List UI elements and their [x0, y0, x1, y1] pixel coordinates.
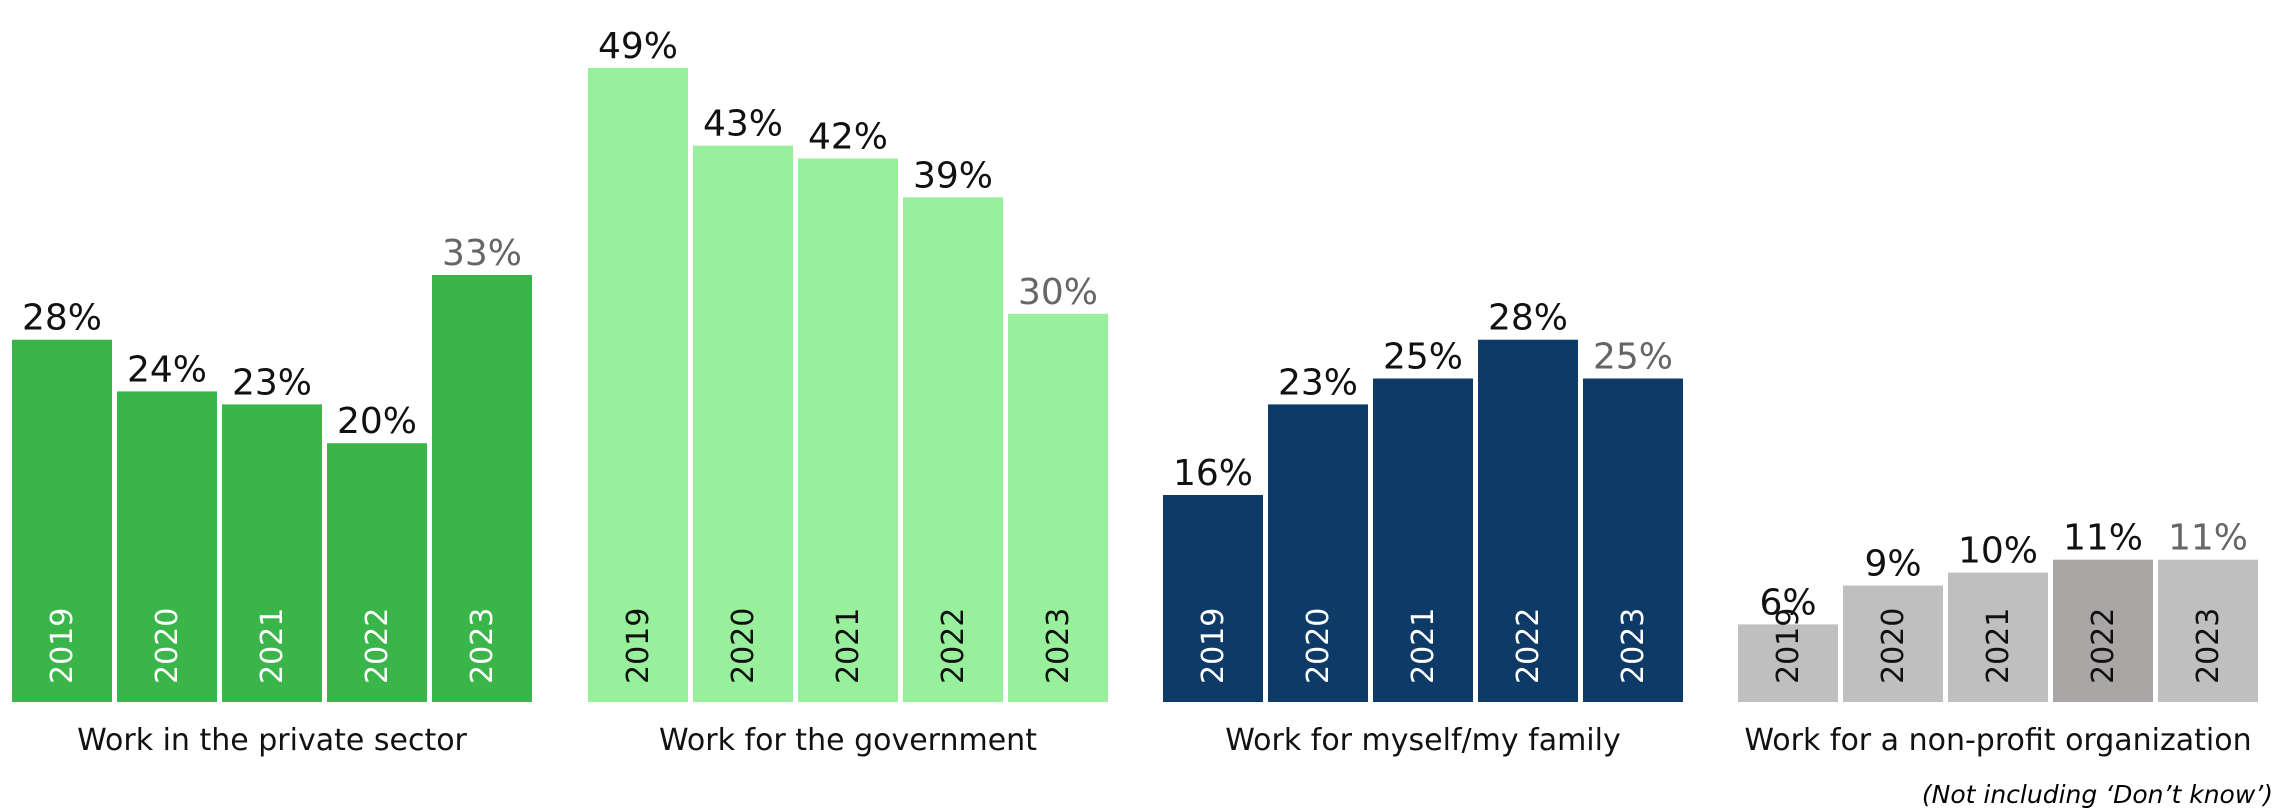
value-label-3-2021: 25% [1383, 337, 1463, 378]
year-label-3-2020: 2020 [1301, 608, 1336, 684]
bar-3-2019 [1163, 495, 1263, 702]
value-label-4-2020: 9% [1864, 544, 1921, 585]
year-label-1-2022: 2022 [360, 608, 395, 684]
value-label-1-2020: 24% [127, 349, 207, 390]
bar-3-2023 [1583, 378, 1683, 702]
value-label-1-2022: 20% [337, 401, 417, 442]
year-label-1-2023: 2023 [465, 608, 500, 684]
bar-1-2022 [327, 443, 427, 702]
value-label-2-2020: 43% [703, 104, 783, 145]
value-label-4-2021: 10% [1958, 531, 2038, 572]
value-label-2-2019: 49% [598, 26, 678, 67]
year-label-3-2019: 2019 [1196, 608, 1231, 684]
value-label-3-2019: 16% [1173, 453, 1253, 494]
value-label-4-2023: 11% [2168, 518, 2248, 559]
bar-4-2022 [2053, 559, 2153, 702]
value-label-2-2021: 42% [808, 117, 888, 158]
bar-2-2019 [588, 67, 688, 702]
value-label-2-2022: 39% [913, 155, 993, 196]
year-label-4-2022: 2022 [2086, 608, 2121, 684]
bar-group-3: 16% 2019 23% 2020 25% 2021 28% 2022 25% 2023 Work … [1163, 298, 1683, 758]
year-label-1-2021: 2021 [255, 608, 290, 684]
bar-4-2023 [2158, 559, 2258, 702]
year-label-2-2021: 2021 [831, 608, 866, 684]
bar-1-2023 [432, 275, 532, 702]
bar-2-2022 [903, 197, 1003, 703]
year-label-4-2020: 2020 [1876, 608, 1911, 684]
bar-2-2023 [1008, 313, 1108, 702]
year-label-3-2022: 2022 [1511, 608, 1546, 684]
bar-2-2020 [693, 145, 793, 703]
year-label-3-2021: 2021 [1406, 608, 1441, 684]
group-label-3: Work for myself/my family [1225, 723, 1620, 758]
year-label-4-2023: 2023 [2191, 608, 2226, 684]
bar-4-2020 [1843, 585, 1943, 702]
bar-1-2020 [117, 391, 217, 702]
year-label-2-2022: 2022 [936, 608, 971, 684]
year-label-2-2023: 2023 [1041, 608, 1076, 684]
footnote: (Not including ‘Don’t know’) [1921, 780, 2273, 809]
bar-group-4: 6%2019 9% 2020 10% 2021 11% 2022 11% 2023 Work fo… [1738, 518, 2258, 758]
value-label-1-2019: 28% [22, 298, 102, 339]
bar-4-2021 [1948, 572, 2048, 702]
value-label-3-2020: 23% [1278, 362, 1358, 403]
value-label-4-2022: 11% [2063, 518, 2143, 559]
group-label-4: Work for a non-profit organization [1744, 723, 2251, 758]
bar-4-2019 [1738, 624, 1838, 702]
year-label-2-2019: 2019 [621, 608, 656, 684]
year-label-3-2023: 2023 [1616, 608, 1651, 684]
value-label-3-2022: 28% [1488, 298, 1568, 339]
year-label-1-2020: 2020 [150, 608, 185, 684]
year-label-4-2021: 2021 [1981, 608, 2016, 684]
year-label-1-2019: 2019 [45, 608, 80, 684]
bar-group-1: 28% 2019 24% 2020 23% 2021 20% 2022 33% 2023 Work … [12, 233, 532, 758]
value-label-1-2021: 23% [232, 362, 312, 403]
bar-group-2: 49% 2019 43% 2020 42% 2021 39% 2022 30% 2023 Work … [588, 26, 1108, 758]
bar-3-2022 [1478, 339, 1578, 702]
group-label-2: Work for the government [659, 723, 1037, 758]
group-label-1: Work in the private sector [77, 723, 467, 758]
bar-1-2021 [222, 404, 322, 702]
bar-2-2021 [798, 158, 898, 702]
bar-3-2021 [1373, 378, 1473, 702]
value-label-3-2023: 25% [1593, 337, 1673, 378]
bar-3-2020 [1268, 404, 1368, 702]
year-label-2-2020: 2020 [726, 608, 761, 684]
bar-1-2019 [12, 339, 112, 702]
value-label-2-2023: 30% [1018, 272, 1098, 313]
value-label-4-2019: 6% [1759, 582, 1816, 623]
year-label-4-2019: 2019 [1771, 608, 1806, 684]
value-label-1-2023: 33% [442, 233, 522, 274]
